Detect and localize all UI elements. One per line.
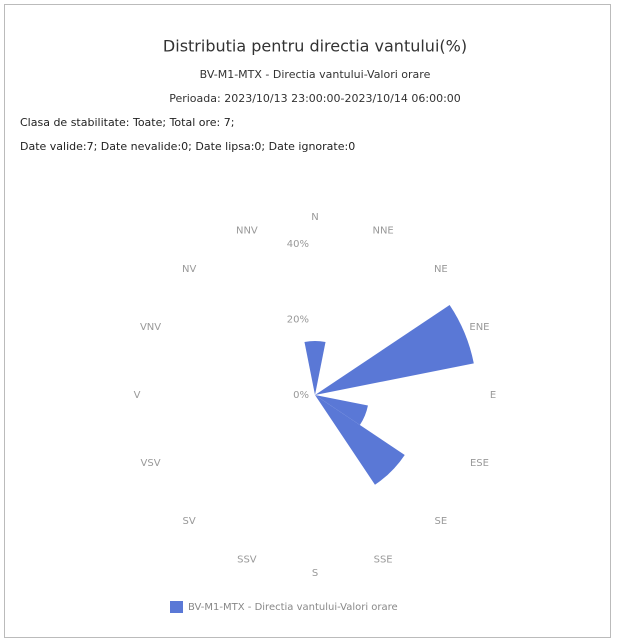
wind-bar <box>315 395 405 485</box>
radial-tick-label: 40% <box>287 239 309 250</box>
direction-label: E <box>490 390 496 401</box>
direction-label: ESE <box>470 458 489 469</box>
wind-bar <box>315 395 368 425</box>
direction-label: S <box>312 568 318 579</box>
chart-subtitle: BV-M1-MTX - Directia vantului-Valori ora… <box>200 68 431 81</box>
chart-title: Distributia pentru directia vantului(%) <box>163 37 467 56</box>
direction-label: SV <box>183 516 196 527</box>
direction-label: N <box>311 212 318 223</box>
info-line: Clasa de stabilitate: Toate; Total ore: … <box>20 116 234 129</box>
radial-tick-label: 20% <box>287 314 309 325</box>
direction-label: SE <box>435 516 448 527</box>
legend-swatch <box>170 601 183 613</box>
period: Perioada: 2023/10/13 23:00:00-2023/10/14… <box>169 92 461 105</box>
direction-label: NE <box>434 264 448 275</box>
wind-bar <box>304 341 326 395</box>
wind-bar <box>315 305 474 395</box>
chart-frame <box>4 4 611 638</box>
direction-label: V <box>134 390 141 401</box>
direction-label: VNV <box>140 322 161 333</box>
direction-label: SSV <box>237 554 257 565</box>
radial-tick-label: 0% <box>293 390 309 401</box>
direction-label: SSE <box>374 554 393 565</box>
direction-label: NNE <box>372 226 393 237</box>
direction-label: ENE <box>469 322 489 333</box>
direction-label: NNV <box>236 226 258 237</box>
direction-label: NV <box>182 264 196 275</box>
info-line: Date valide:7; Date nevalide:0; Date lip… <box>20 140 355 153</box>
direction-label: VSV <box>141 458 161 469</box>
legend-label: BV-M1-MTX - Directia vantului-Valori ora… <box>188 602 398 613</box>
